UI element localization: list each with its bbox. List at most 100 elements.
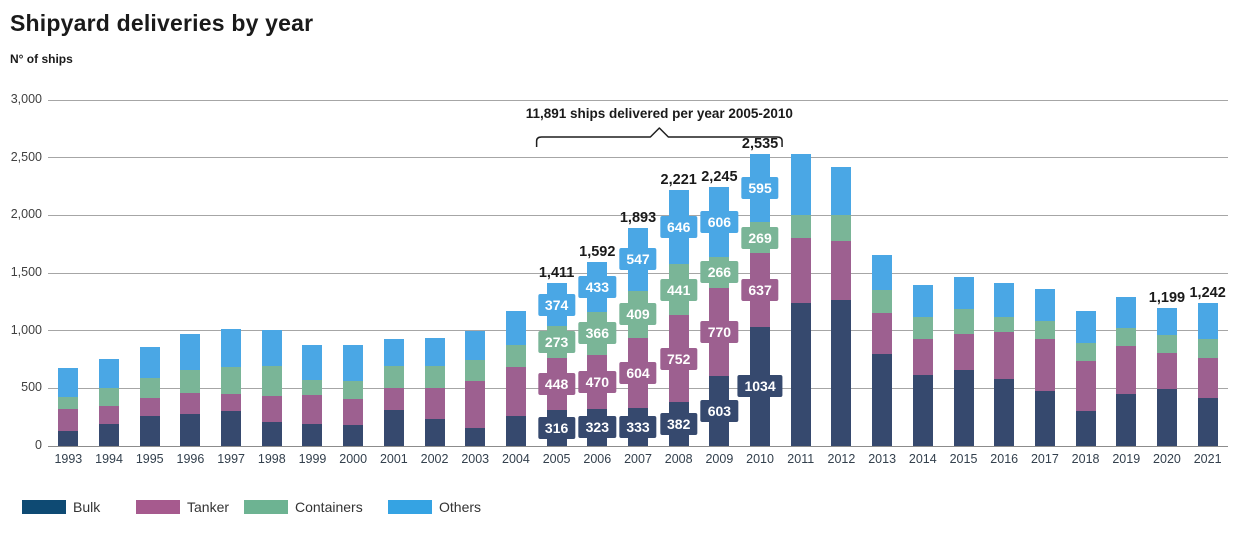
legend-item-tanker: Tanker: [136, 497, 229, 517]
gridline-3000: [48, 99, 1228, 101]
x-tick-2002: 2002: [420, 452, 449, 466]
bar-segment-2004-bulk: [505, 416, 526, 446]
segment-label-2007-containers: 409: [619, 303, 657, 326]
segment-label-2005-others: 374: [537, 293, 576, 316]
bar-segment-2020-tanker: [1156, 353, 1177, 390]
segment-label-2009-containers: 266: [700, 261, 739, 284]
segment-label-2008-others: 646: [660, 216, 698, 239]
x-tick-2001: 2001: [379, 452, 408, 466]
bar-segment-2015-bulk: [953, 369, 974, 446]
x-tick-1993: 1993: [54, 452, 83, 466]
bar-segment-1997-tanker: [221, 393, 242, 411]
segment-label-2009-bulk: 603: [700, 400, 739, 423]
tanker-swatch-icon: [136, 500, 180, 514]
bar-segment-2012-others: [831, 167, 852, 216]
bar-segment-1999-bulk: [302, 424, 323, 446]
bar-segment-2018-bulk: [1075, 410, 1096, 446]
bar-segment-2016-tanker: [994, 332, 1015, 380]
bar-segment-2001-bulk: [383, 410, 404, 446]
segment-label-2009-tanker: 770: [700, 321, 739, 344]
x-tick-2005: 2005: [542, 452, 571, 466]
bar-segment-1998-tanker: [261, 395, 282, 423]
bar-segment-2017-others: [1034, 289, 1055, 321]
x-tick-2015: 2015: [949, 452, 978, 466]
bar-segment-2013-tanker: [872, 313, 893, 355]
segment-label-2005-bulk: 316: [537, 416, 576, 439]
bar-segment-1993-tanker: [58, 408, 79, 432]
bar-segment-1998-others: [261, 329, 282, 367]
segment-label-2005-tanker: 448: [537, 372, 576, 395]
y-tick-500: 500: [21, 380, 42, 395]
bar-segment-2002-bulk: [424, 419, 445, 446]
bar-segment-1997-others: [221, 328, 242, 367]
y-tick-3000: 3,000: [10, 92, 42, 106]
total-label-2010: 2,535: [741, 135, 779, 152]
segment-label-2005-containers: 273: [537, 331, 576, 354]
bar-segment-2015-tanker: [953, 334, 974, 370]
segment-label-2006-bulk: 323: [578, 416, 616, 439]
bar-segment-2013-others: [872, 255, 893, 290]
bar-segment-2021-bulk: [1197, 398, 1218, 446]
bar-segment-2000-containers: [343, 380, 364, 400]
bar-segment-2021-tanker: [1197, 358, 1218, 399]
segment-label-2006-containers: 366: [578, 322, 616, 345]
gridline-0: [48, 445, 1228, 447]
bar-segment-1993-containers: [58, 397, 79, 409]
segment-label-2010-containers: 269: [741, 226, 779, 249]
bar-segment-2012-containers: [831, 215, 852, 242]
x-tick-2007: 2007: [624, 452, 652, 466]
bar-segment-2016-containers: [994, 316, 1015, 333]
legend: Bulk Tanker Containers Others: [0, 497, 1237, 519]
bar-segment-2019-bulk: [1116, 394, 1137, 446]
bar-segment-2014-tanker: [912, 339, 933, 375]
segment-label-2007-others: 547: [619, 248, 657, 271]
total-label-2009: 2,245: [701, 169, 738, 186]
segment-label-2009-others: 606: [700, 211, 739, 234]
bar-segment-2011-others: [790, 154, 811, 215]
bar-segment-1994-tanker: [99, 406, 120, 424]
y-axis-title: N° of ships: [10, 52, 73, 66]
legend-item-bulk: Bulk: [22, 497, 100, 517]
bar-segment-2001-containers: [383, 365, 404, 389]
x-tick-1994: 1994: [95, 452, 123, 466]
x-tick-2014: 2014: [908, 452, 937, 466]
bar-segment-2020-containers: [1156, 334, 1177, 354]
x-tick-2006: 2006: [583, 452, 612, 466]
total-label-2006: 1,592: [579, 244, 616, 261]
bar-segment-1998-bulk: [261, 422, 282, 446]
bar-segment-2003-containers: [465, 359, 486, 381]
x-tick-1997: 1997: [217, 452, 245, 466]
bar-segment-2018-tanker: [1075, 361, 1096, 411]
segment-label-2007-tanker: 604: [619, 361, 657, 384]
x-tick-2010: 2010: [746, 452, 774, 466]
bar-segment-1994-containers: [99, 388, 120, 407]
x-tick-2016: 2016: [990, 452, 1019, 466]
segment-label-2006-tanker: 470: [578, 370, 616, 393]
x-tick-2020: 2020: [1153, 452, 1181, 466]
bar-segment-2021-containers: [1197, 338, 1218, 359]
bar-segment-2019-others: [1116, 297, 1137, 329]
x-tick-2004: 2004: [502, 452, 530, 466]
bar-segment-2017-containers: [1034, 320, 1055, 340]
bar-segment-2003-tanker: [465, 380, 486, 428]
bar-segment-2004-others: [505, 311, 526, 346]
y-tick-2500: 2,500: [10, 149, 42, 164]
total-label-2021: 1,242: [1189, 284, 1226, 301]
y-tick-1000: 1,000: [10, 322, 42, 337]
bar-segment-2004-containers: [505, 345, 526, 367]
segment-label-2010-bulk: 1034: [737, 375, 783, 398]
bar-segment-2016-bulk: [994, 379, 1015, 446]
bar-segment-2012-bulk: [831, 300, 852, 446]
bar-segment-2018-containers: [1075, 342, 1096, 362]
bar-segment-2021-others: [1197, 302, 1218, 339]
bar-segment-1993-others: [58, 367, 79, 397]
annotation-text: 11,891 ships delivered per year 2005-201…: [525, 106, 793, 121]
bar-segment-2017-tanker: [1034, 339, 1055, 391]
x-tick-2012: 2012: [827, 452, 856, 466]
bar-segment-2017-bulk: [1034, 390, 1055, 446]
bar-segment-1993-bulk: [58, 431, 79, 446]
bar-segment-1995-bulk: [139, 416, 160, 446]
bar-segment-2012-tanker: [831, 241, 852, 301]
chart-title: Shipyard deliveries by year: [10, 10, 314, 36]
